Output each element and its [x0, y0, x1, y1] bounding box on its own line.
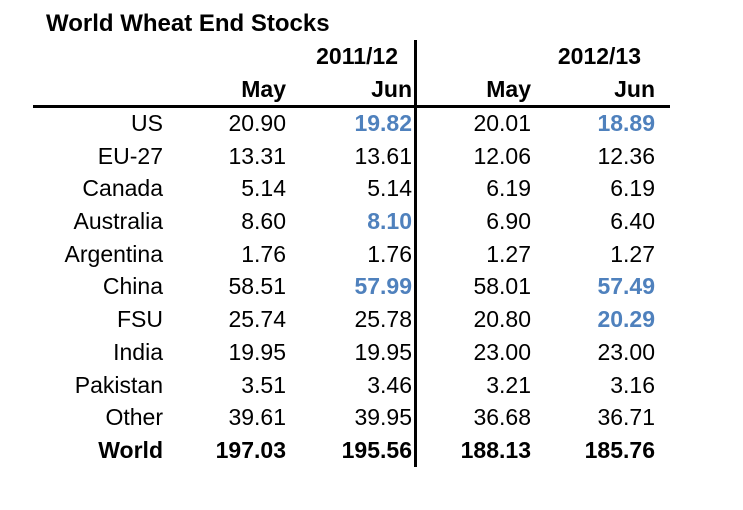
- row-label: China: [102, 273, 163, 300]
- row-label: Canada: [82, 175, 163, 202]
- row-label: EU-27: [97, 142, 163, 169]
- row-label: Other: [105, 404, 163, 431]
- value-cell: 20.80: [473, 306, 531, 333]
- year-header-2011-12: 2011/12: [316, 42, 398, 69]
- value-cell: 8.10: [367, 208, 412, 235]
- value-cell: 6.19: [610, 175, 655, 202]
- value-cell: 57.49: [597, 273, 655, 300]
- month-header-may-2012: May: [486, 76, 531, 102]
- value-cell: 39.61: [228, 404, 286, 431]
- label-column-spacer: [33, 72, 165, 107]
- value-cell: 197.03: [215, 437, 286, 464]
- value-cell: 1.27: [610, 240, 655, 267]
- value-cell: 25.74: [228, 306, 286, 333]
- value-cell: 188.13: [460, 437, 531, 464]
- value-cell: 3.46: [367, 371, 412, 398]
- value-cell: 5.14: [367, 175, 412, 202]
- row-label: Pakistan: [74, 371, 163, 398]
- page-title: World Wheat End Stocks: [46, 10, 330, 37]
- value-cell: 36.68: [473, 404, 531, 431]
- value-cell: 8.60: [241, 208, 286, 235]
- value-cell: 39.95: [354, 404, 412, 431]
- value-cell: 1.76: [241, 240, 286, 267]
- value-cell: 3.16: [610, 371, 655, 398]
- value-cell: 18.89: [597, 109, 655, 136]
- value-cell: 3.21: [486, 371, 531, 398]
- row-label: Australia: [73, 208, 163, 235]
- value-cell: 36.71: [597, 404, 655, 431]
- year-header-2012-13: 2012/13: [557, 42, 641, 69]
- month-header-jun-2011: Jun: [371, 76, 412, 102]
- value-cell: 12.36: [597, 142, 655, 169]
- value-cell: 57.99: [354, 273, 412, 300]
- value-cell: 195.56: [341, 437, 412, 464]
- row-label: FSU: [117, 306, 163, 333]
- value-cell: 19.95: [354, 338, 412, 365]
- value-cell: 1.27: [486, 240, 531, 267]
- value-cell: 6.19: [486, 175, 531, 202]
- value-cell: 6.90: [486, 208, 531, 235]
- value-cell: 19.95: [228, 338, 286, 365]
- month-header-jun-2012: Jun: [614, 76, 655, 102]
- value-cell: 185.76: [584, 437, 655, 464]
- header-divider-line: [33, 105, 670, 108]
- row-label: Argentina: [64, 240, 163, 267]
- value-cell: 20.90: [228, 109, 286, 136]
- row-label: World: [98, 437, 163, 464]
- value-cell: 25.78: [354, 306, 412, 333]
- value-cell: 6.40: [610, 208, 655, 235]
- value-cell: 3.51: [241, 371, 286, 398]
- corner-spacer: [33, 40, 165, 72]
- value-cell: 13.31: [228, 142, 286, 169]
- value-cell: 5.14: [241, 175, 286, 202]
- row-label: India: [113, 338, 163, 365]
- value-cell: 20.01: [473, 109, 531, 136]
- value-cell: 12.06: [473, 142, 531, 169]
- value-cell: 58.01: [473, 273, 531, 300]
- value-cell: 23.00: [597, 338, 655, 365]
- wheat-table: 2011/12 2012/13 May Jun May Jun US 20.90 1…: [33, 40, 657, 467]
- value-cell: 13.61: [354, 142, 412, 169]
- row-label: US: [131, 109, 163, 136]
- value-cell: 20.29: [597, 306, 655, 333]
- value-cell: 19.82: [354, 109, 412, 136]
- value-cell: 1.76: [367, 240, 412, 267]
- month-header-may-2011: May: [241, 76, 286, 102]
- value-cell: 23.00: [473, 338, 531, 365]
- value-cell: 58.51: [228, 273, 286, 300]
- year-divider-line: [414, 40, 417, 467]
